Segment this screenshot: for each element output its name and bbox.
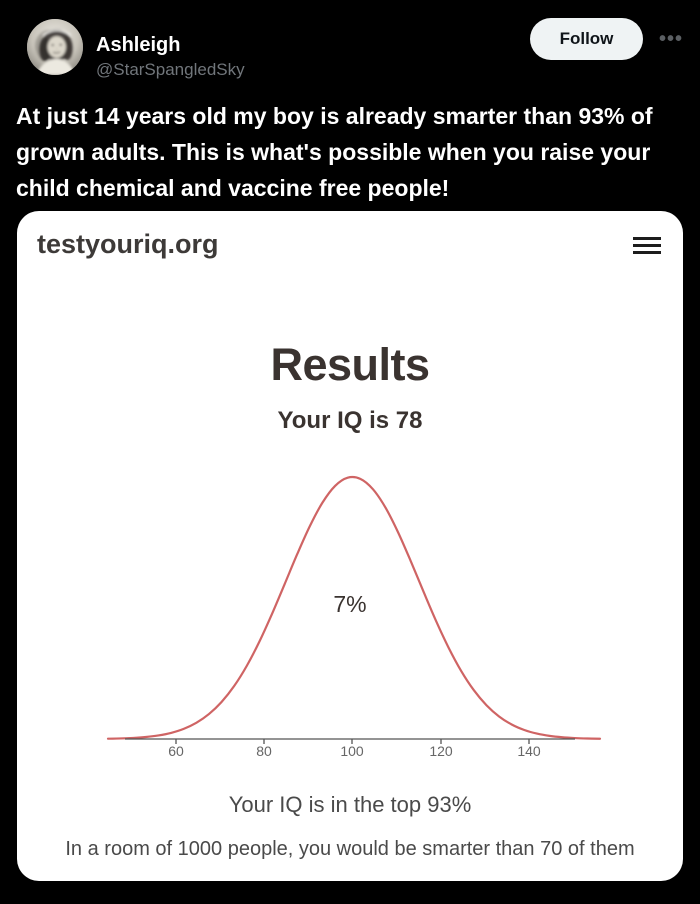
- svg-text:80: 80: [256, 743, 272, 759]
- svg-text:60: 60: [168, 743, 184, 759]
- svg-text:100: 100: [340, 743, 364, 759]
- svg-text:120: 120: [429, 743, 453, 759]
- svg-text:140: 140: [517, 743, 541, 759]
